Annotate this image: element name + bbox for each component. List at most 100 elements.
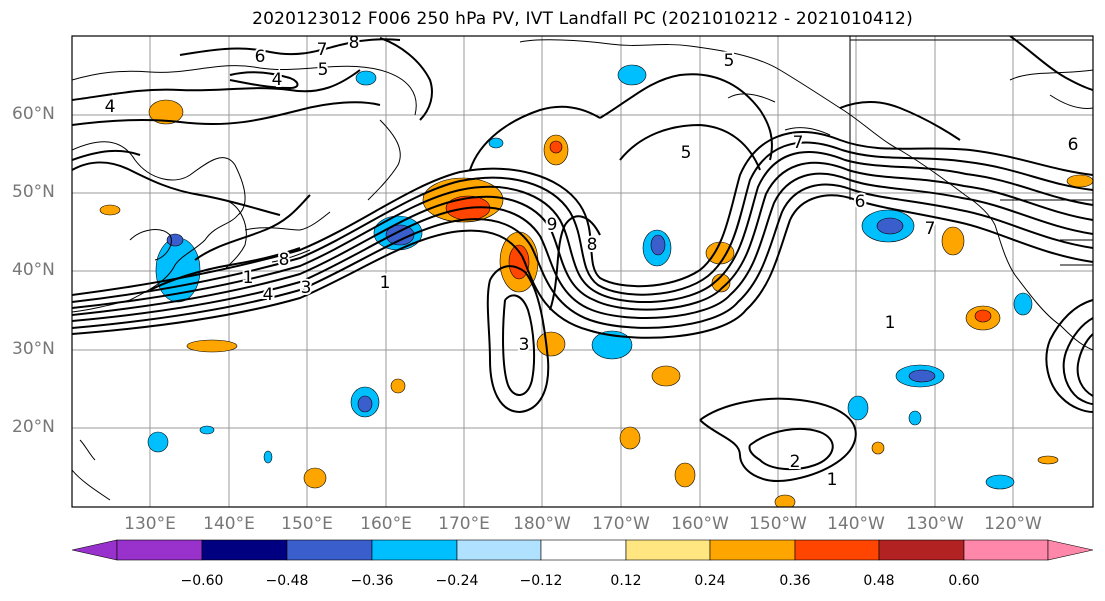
figure-title: 2020123012 F006 250 hPa PV, IVT Landfall… [252,9,913,29]
contour-label: 9 [547,215,558,235]
contour-label: 1 [827,470,838,490]
contour-label: 2 [790,452,801,472]
negative-anomaly-patch [591,330,633,360]
contour-label: 5 [318,60,329,80]
positive-anomaly-patch [390,378,406,394]
contour-label: 4 [272,70,283,90]
longitude-label: 130°E [124,514,176,534]
colorbar [71,539,1094,561]
colorbar-tick-label: −0.60 [180,573,224,589]
contour-label: 4 [263,285,274,305]
colorbar-segment [456,539,542,561]
contour-label: 8 [349,33,360,53]
negative-anomaly-patch [488,137,504,149]
positive-anomaly-patch [871,441,885,455]
colorbar-tick-label: −0.48 [265,573,309,589]
colorbar-tick-label: −0.36 [350,573,394,589]
positive-anomaly-patch [536,331,566,357]
positive-anomaly-patch [974,309,992,323]
negative-anomaly-patch [147,431,169,453]
positive-anomaly-patch [549,140,563,154]
colorbar-segment [878,539,965,561]
latitude-label: 40°N [12,260,55,280]
colorbar-tick-label: 0.24 [694,573,726,589]
map-frame [71,35,1094,508]
negative-anomaly-patch [357,395,373,413]
negative-anomaly-patch [385,224,415,246]
colorbar-tick-label: −0.12 [519,573,563,589]
longitude-label: 120°W [984,514,1042,534]
negative-anomaly-patch [650,234,666,256]
negative-anomaly-patch [155,237,201,303]
contour-label: 4 [105,97,116,117]
contour-label: 3 [301,278,312,298]
positive-anomaly-patch [941,226,965,256]
negative-anomaly-patch [199,425,215,435]
positive-anomaly-patch [1066,174,1093,188]
positive-anomaly-patch [303,467,327,489]
negative-anomaly-patch [908,369,936,383]
longitude-label: 170°W [592,514,650,534]
colorbar-segment [963,539,1049,561]
longitude-label: 150°W [749,514,807,534]
colorbar-tick-label: 0.36 [779,573,811,589]
contour-label: 5 [724,51,735,71]
contour-label: 6 [255,47,266,67]
coastlines [72,36,1093,501]
longitude-label: 140°W [827,514,885,534]
positive-anomaly-patch [1037,455,1059,465]
contour-label: 1 [380,273,391,293]
colorbar-segment [116,539,203,561]
colorbar-segment [201,539,288,561]
colorbar-tick-label: 0.60 [948,573,980,589]
colorbar-extend-min [71,539,118,561]
latitude-label: 30°N [12,339,55,359]
colorbar-segment [371,539,458,561]
contour-label: 6 [855,192,866,212]
longitude-label: 140°E [203,514,255,534]
colorbar-tick-label: 0.48 [863,573,895,589]
colorbar-segment [286,539,373,561]
positive-anomaly-patch [674,462,696,488]
negative-anomaly-patch [166,233,184,247]
contour-label: 7 [793,133,804,153]
longitude-label: 180°W [513,514,571,534]
negative-anomaly-patch [1013,292,1033,316]
colorbar-segment [540,539,627,561]
positive-anomaly-patch [148,99,184,125]
contour-label: 7 [925,219,936,239]
positive-anomaly-patch [651,365,681,387]
positive-anomaly-patch [711,273,731,293]
longitude-label: 160°E [360,514,412,534]
negative-anomaly-patch [263,450,273,464]
colorbar-segment [625,539,711,561]
longitude-label: 130°W [906,514,964,534]
contour-label: 1 [243,268,254,288]
negative-anomaly-patch [908,410,922,426]
negative-anomaly-patch [876,217,904,235]
colorbar-segment [794,539,880,561]
latitude-label: 20°N [12,417,55,437]
contour-label: 6 [1068,135,1079,155]
contour-label: 3 [519,335,530,355]
contour-label: 8 [279,250,290,270]
negative-anomaly-patch [985,474,1015,490]
contour-label: 7 [317,40,328,60]
positive-anomaly-patch [774,494,796,507]
longitude-label: 170°E [438,514,490,534]
colorbar-tick-label: −0.24 [435,573,479,589]
negative-anomaly-patch [847,395,869,421]
contour-label: 5 [681,143,692,163]
negative-anomaly-patch [355,70,377,86]
contour-label: 1 [885,313,896,333]
positive-anomaly-patch [186,339,238,353]
colorbar-extend-max [1047,539,1094,561]
longitude-label: 150°E [281,514,333,534]
pv-contours [72,36,1093,482]
positive-anomaly-patch [619,426,641,450]
positive-anomaly-patch [99,204,121,216]
colorbar-segment [709,539,796,561]
contour-label: 8 [587,235,598,255]
